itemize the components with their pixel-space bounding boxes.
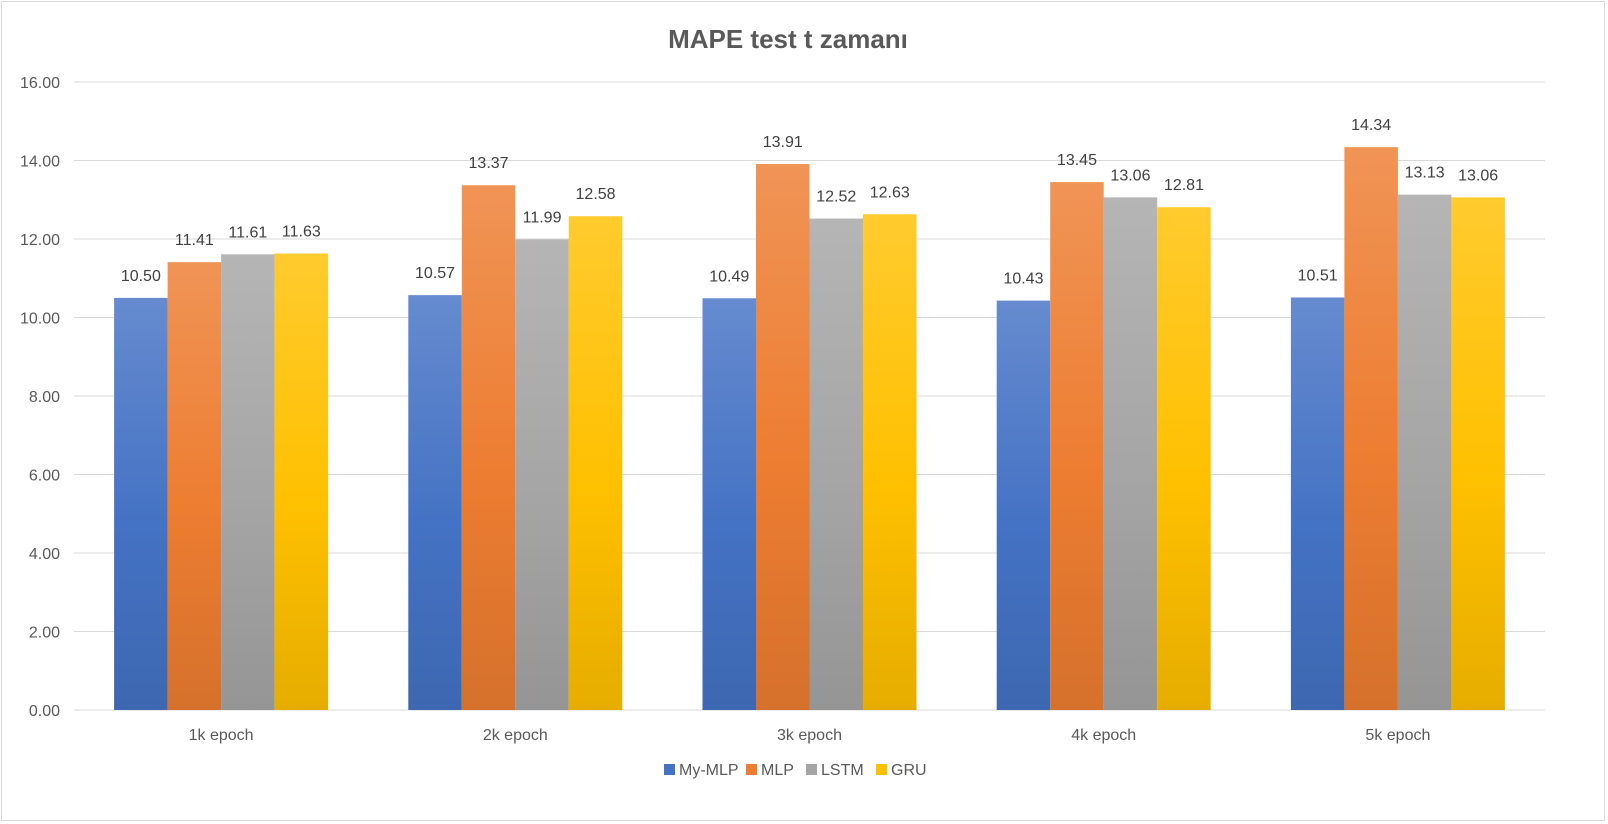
y-tick-label: 2.00: [29, 625, 60, 642]
x-axis-categories: 1k epoch 2k epoch 3k epoch 4k epoch 5k epoch: [189, 727, 1431, 744]
data-label: 10.49: [709, 268, 749, 285]
data-label: 11.41: [175, 232, 214, 249]
bar-gru: [1451, 197, 1505, 710]
bar-lstm: [221, 254, 275, 710]
bar-mlp: [756, 164, 810, 711]
data-label: 12.58: [576, 186, 616, 203]
bar-my-mlp: [114, 297, 168, 710]
legend-label: My-MLP: [679, 762, 739, 779]
y-tick-label: 16.00: [20, 75, 60, 92]
bar-lstm: [809, 218, 863, 710]
bar-gru: [863, 214, 917, 710]
bar-my-mlp: [1290, 297, 1345, 710]
bar-gru: [274, 253, 329, 710]
bar-mlp: [167, 262, 222, 710]
data-label: 14.34: [1351, 117, 1391, 134]
x-category-label: 3k epoch: [777, 727, 842, 744]
x-category-label: 1k epoch: [189, 727, 254, 744]
data-label: 13.91: [763, 134, 803, 151]
legend-label: MLP: [761, 762, 794, 779]
legend-item: My-MLP: [664, 762, 739, 779]
data-label: 13.37: [469, 155, 509, 172]
legend-label: LSTM: [821, 762, 864, 779]
data-label: 12.52: [816, 189, 856, 206]
data-labels: 10.50 11.41 11.61 11.63 10.57 13.37 11.99 12.58…: [121, 117, 1498, 287]
legend-label: GRU: [891, 762, 927, 779]
y-tick-label: 10.00: [20, 311, 60, 328]
legend-item: LSTM: [806, 762, 864, 779]
legend-swatch: [806, 764, 817, 775]
data-label: 10.51: [1298, 267, 1338, 284]
legend-item: GRU: [876, 762, 927, 779]
legend: My-MLP MLP LSTM GRU: [664, 762, 927, 779]
bar-gru: [1157, 207, 1211, 710]
legend-swatch: [746, 764, 757, 775]
bar-mlp: [461, 185, 516, 711]
data-label: 10.57: [415, 265, 455, 282]
y-tick-label: 12.00: [20, 232, 60, 249]
bars: [114, 147, 1505, 711]
bar-gru: [568, 216, 623, 711]
data-label: 13.06: [1458, 167, 1498, 184]
y-tick-label: 6.00: [29, 468, 60, 485]
bar-my-mlp: [702, 298, 756, 710]
y-axis-ticks: 0.00 2.00 4.00 6.00 8.00 10.00 12.00 14.00 16.00: [20, 75, 60, 720]
bar-lstm: [515, 239, 569, 710]
y-tick-label: 0.00: [29, 703, 60, 720]
bar-lstm: [1103, 197, 1158, 710]
data-label: 12.63: [870, 184, 910, 201]
legend-swatch: [876, 764, 887, 775]
data-label: 10.43: [1003, 271, 1043, 288]
data-label: 13.45: [1057, 152, 1097, 169]
data-label: 11.63: [282, 224, 321, 241]
data-label: 12.81: [1164, 177, 1204, 194]
x-category-label: 2k epoch: [483, 727, 548, 744]
y-tick-label: 8.00: [29, 389, 60, 406]
data-label: 13.06: [1110, 167, 1150, 184]
data-label: 11.61: [228, 224, 267, 241]
chart-title: MAPE test t zamanı: [668, 24, 908, 54]
y-tick-label: 14.00: [20, 154, 60, 171]
data-label: 13.13: [1405, 165, 1445, 182]
legend-item: MLP: [746, 762, 794, 779]
bar-mlp: [1344, 147, 1398, 710]
bar-mlp: [1050, 182, 1104, 710]
x-category-label: 5k epoch: [1365, 727, 1430, 744]
bar-my-mlp: [408, 295, 462, 710]
data-label: 10.50: [121, 268, 161, 285]
y-tick-label: 4.00: [29, 546, 60, 563]
legend-swatch: [664, 764, 675, 775]
data-label: 11.99: [523, 209, 562, 226]
bar-my-mlp: [996, 300, 1051, 710]
x-category-label: 4k epoch: [1071, 727, 1136, 744]
bar-lstm: [1397, 194, 1452, 710]
